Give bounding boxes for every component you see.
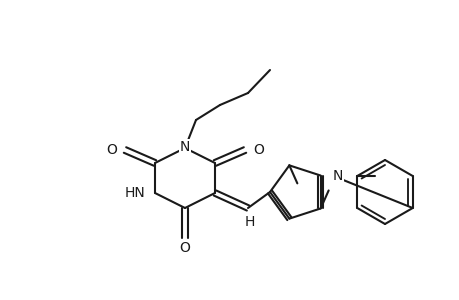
Text: O: O [179,241,190,255]
Text: O: O [252,143,263,157]
Text: N: N [332,169,342,182]
Text: H: H [244,215,255,229]
Text: N: N [179,140,190,154]
Text: O: O [106,143,117,157]
Text: HN: HN [124,186,145,200]
